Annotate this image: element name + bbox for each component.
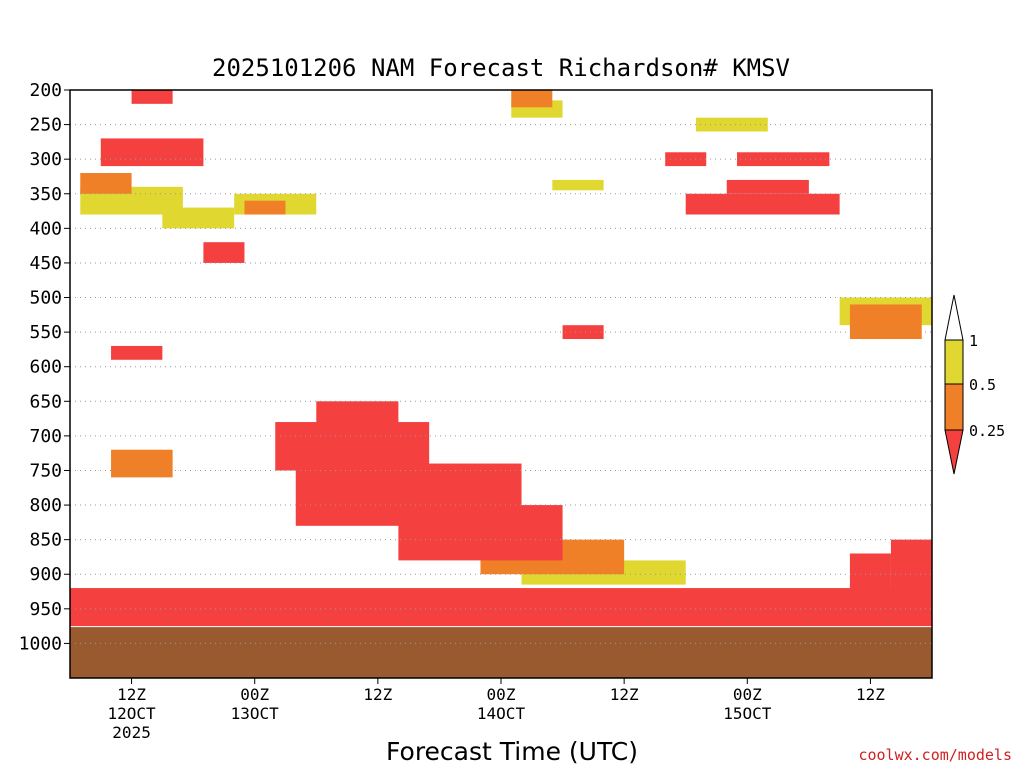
colorbar-legend: 1 0.5 0.25 (944, 294, 1005, 475)
x-tick-label: 13OCT (231, 704, 280, 723)
ri-cell-red (203, 242, 245, 263)
colorbar-label: 0.25 (969, 422, 1005, 440)
y-tick-label: 500 (29, 288, 62, 309)
y-tick-label: 250 (29, 115, 62, 136)
y-tick-label: 200 (29, 80, 62, 101)
y-tick-label: 600 (29, 357, 62, 378)
site-credit[interactable]: coolwx.com/models (858, 746, 1012, 764)
ri-cell-red (890, 539, 932, 595)
y-tick-label: 350 (29, 184, 62, 205)
ri-cell-red (685, 193, 840, 215)
colorbar-top-arrow (944, 294, 964, 341)
x-tick-label: 12OCT (107, 704, 156, 723)
ri-cell-red (131, 90, 173, 104)
y-tick-label: 300 (29, 149, 62, 170)
ri-cell-yellow (695, 117, 768, 132)
ri-cell-yellow (552, 179, 604, 191)
y-tick-label: 800 (29, 495, 62, 516)
x-tick-label: 15OCT (723, 704, 772, 723)
x-tick-label: 12Z (117, 685, 146, 704)
y-axis: 200 250 300 350 400 450 500 550 600 650 700 750 800 8… (19, 80, 70, 654)
x-tick-label: 00Z (240, 685, 269, 704)
colorbar-yellow (944, 339, 964, 385)
colorbar-bottom-arrow (944, 429, 964, 475)
y-tick-label: 400 (29, 218, 62, 239)
y-tick-label: 1000 (19, 633, 62, 654)
y-tick-label: 900 (29, 564, 62, 585)
ri-cell-red (111, 345, 163, 360)
ri-cell-red (316, 401, 399, 436)
y-tick-label: 850 (29, 530, 62, 551)
y-tick-label: 950 (29, 599, 62, 620)
ri-cell-orange (511, 90, 553, 108)
x-tick-label: 14OCT (477, 704, 526, 723)
heatmap-cells (70, 90, 932, 678)
ri-cell-red (70, 588, 932, 627)
colorbar-label: 0.5 (969, 376, 996, 394)
ri-cell-orange (80, 173, 132, 194)
underground-fill (70, 626, 932, 678)
x-tick-label: 12Z (363, 685, 392, 704)
y-tick-label: 750 (29, 460, 62, 481)
colorbar-orange (944, 383, 964, 431)
y-tick-label: 700 (29, 426, 62, 447)
ri-cell-red (726, 179, 809, 194)
x-tick-label: 00Z (733, 685, 762, 704)
ri-cell-red (737, 152, 830, 167)
ri-cell-red (100, 138, 204, 167)
y-tick-label: 650 (29, 391, 62, 412)
ri-cell-red (398, 505, 563, 561)
x-tick-label: 2025 (112, 723, 151, 742)
x-tick-label: 00Z (487, 685, 516, 704)
x-axis-label: Forecast Time (UTC) (386, 737, 638, 766)
ri-cell-red (562, 325, 604, 340)
x-tick-label: 12Z (610, 685, 639, 704)
y-tick-label: 450 (29, 253, 62, 274)
ri-cell-red (849, 553, 891, 599)
y-tick-label: 550 (29, 322, 62, 343)
ri-cell-yellow (162, 207, 235, 229)
ri-cell-orange (244, 200, 286, 215)
chart-title: 2025101206 NAM Forecast Richardson# KMSV (212, 54, 790, 82)
x-tick-label: 12Z (856, 685, 885, 704)
ri-cell-orange (849, 304, 922, 340)
ri-cell-orange (111, 449, 173, 478)
colorbar-label: 1 (969, 332, 978, 350)
